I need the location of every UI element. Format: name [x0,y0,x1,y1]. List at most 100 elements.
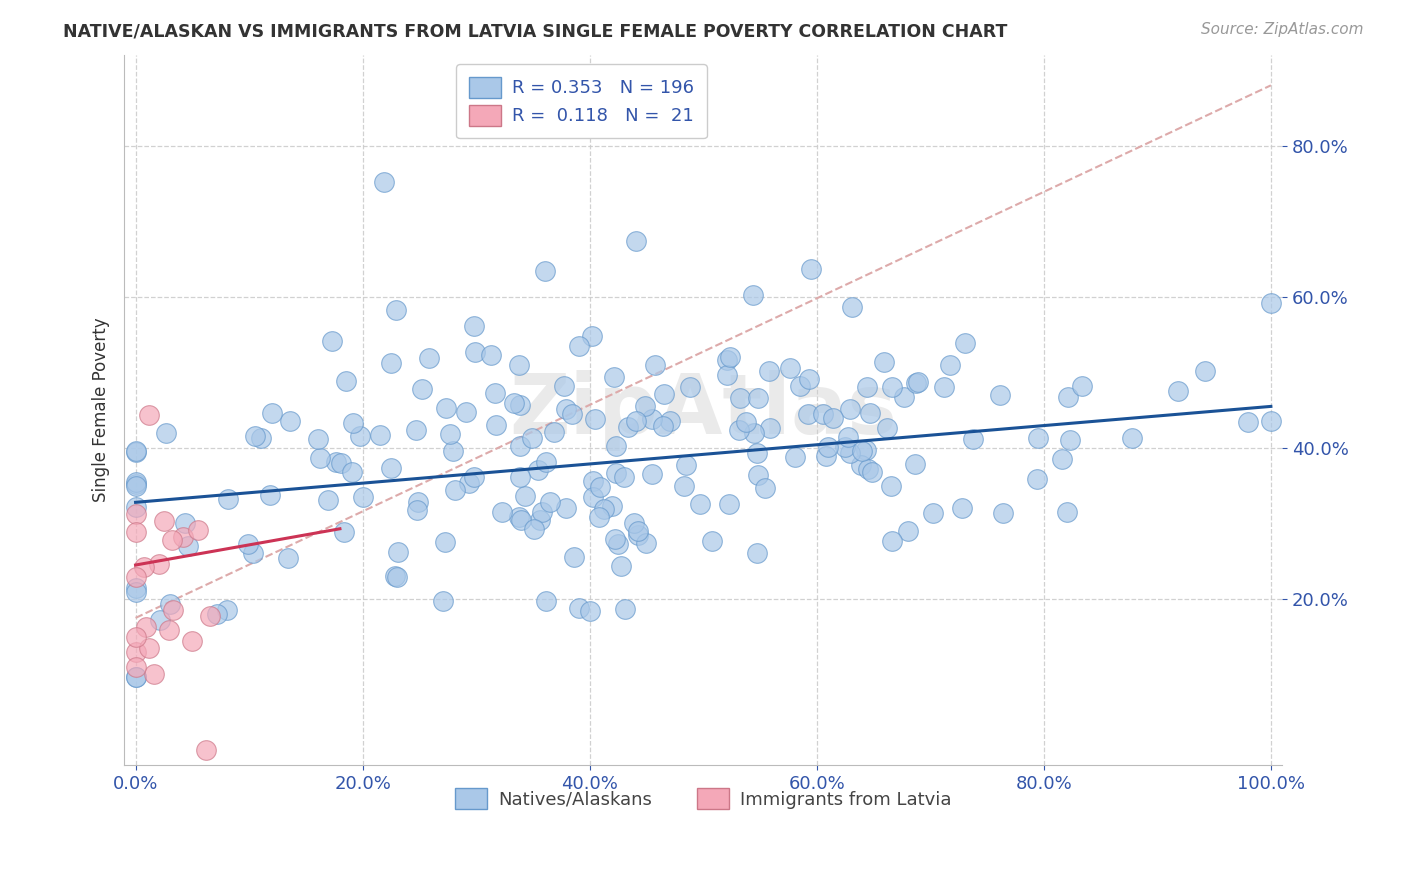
Point [242,546,264,560]
Point [672,478,695,492]
Point [508,509,530,524]
Point [1194,364,1216,378]
Point [484,386,506,401]
Point [588,480,610,494]
Point [582,474,605,488]
Point [579,604,602,618]
Point [124,445,146,459]
Point [325,455,347,469]
Point [893,390,915,404]
Point [138,641,160,656]
Point [148,557,170,571]
Point [464,344,486,359]
Point [716,368,738,383]
Point [510,513,533,527]
Point [838,446,860,460]
Point [779,361,801,376]
Point [841,300,863,314]
Point [124,443,146,458]
Point [411,383,433,397]
Point [124,477,146,491]
Point [352,490,374,504]
Point [741,287,763,301]
Point [217,491,239,506]
Point [754,482,776,496]
Point [124,569,146,583]
Point [187,524,209,538]
Point [838,401,860,416]
Point [523,522,546,536]
Point [811,407,834,421]
Point [153,514,176,528]
Point [859,406,882,420]
Point [922,506,945,520]
Point [307,432,329,446]
Point [124,508,146,522]
Point [837,430,859,444]
Point [527,463,550,477]
Point [534,264,557,278]
Point [124,630,146,644]
Point [652,387,675,401]
Point [675,458,697,472]
Point [568,601,591,615]
Point [132,560,155,574]
Text: ZipAtlas: ZipAtlas [509,369,897,450]
Point [198,609,221,624]
Point [747,467,769,482]
Point [605,467,627,481]
Point [747,392,769,406]
Point [174,516,197,531]
Legend: Natives/Alaskans, Immigrants from Latvia: Natives/Alaskans, Immigrants from Latvia [447,781,959,816]
Point [602,370,624,384]
Point [520,431,543,445]
Point [277,550,299,565]
Point [641,412,664,426]
Point [333,524,356,539]
Point [955,335,977,350]
Point [800,262,823,277]
Point [860,465,883,479]
Point [1071,379,1094,393]
Point [799,372,821,386]
Point [626,528,648,542]
Point [851,444,873,458]
Point [162,533,184,547]
Point [491,505,513,519]
Point [897,524,920,538]
Point [387,544,409,558]
Point [373,175,395,189]
Point [856,380,879,394]
Point [907,375,929,389]
Point [626,414,648,428]
Point [1025,472,1047,486]
Point [135,620,157,634]
Point [181,634,204,648]
Point [876,421,898,435]
Point [759,421,782,435]
Point [1260,414,1282,428]
Point [538,495,561,509]
Point [543,425,565,440]
Point [879,479,901,493]
Point [432,594,454,608]
Point [817,440,839,454]
Point [789,379,811,393]
Point [652,419,675,434]
Text: NATIVE/ALASKAN VS IMMIGRANTS FROM LATVIA SINGLE FEMALE POVERTY CORRELATION CHART: NATIVE/ALASKAN VS IMMIGRANTS FROM LATVIA… [63,22,1008,40]
Point [316,493,339,508]
Point [904,457,927,471]
Point [718,350,741,364]
Point [321,334,343,348]
Point [641,467,664,482]
Point [1167,384,1189,399]
Point [700,534,723,549]
Point [439,427,461,442]
Point [380,356,402,370]
Point [689,497,711,511]
Point [124,585,146,599]
Point [157,623,180,637]
Point [405,423,427,437]
Point [149,613,172,627]
Point [349,429,371,443]
